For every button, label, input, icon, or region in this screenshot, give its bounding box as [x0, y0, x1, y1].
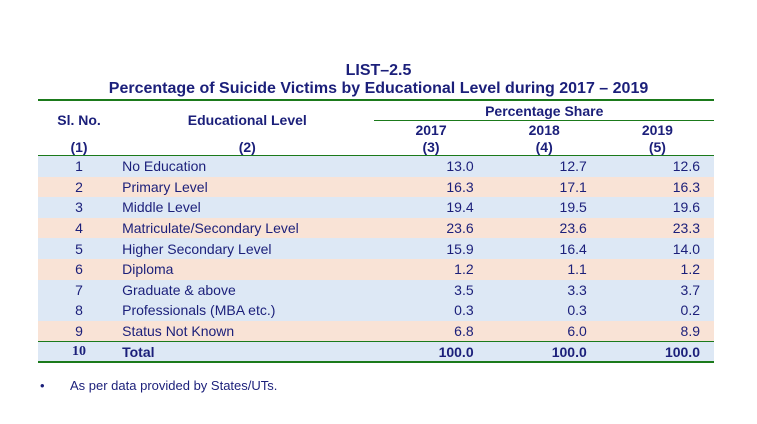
row-value-2018: 23.6 — [487, 217, 601, 239]
row-value-2018: 12.7 — [487, 155, 601, 177]
table-row: 3 Middle Level 19.4 19.5 19.6 — [38, 197, 714, 218]
table-row: 5 Higher Secondary Level 15.9 16.4 14.0 — [38, 238, 714, 259]
row-sl: 2 — [38, 176, 121, 198]
header-year-2018: 2018 — [528, 121, 560, 138]
row-level: Professionals (MBA etc.) — [120, 300, 375, 321]
header-year-2019: 2019 — [641, 121, 673, 138]
row-sl: 1 — [38, 155, 121, 177]
row-sl: 8 — [38, 300, 121, 321]
row-value-2017: 6.8 — [374, 320, 488, 342]
table-row: 8 Professionals (MBA etc.) 0.3 0.3 0.2 — [38, 300, 714, 321]
row-value-2017: 13.0 — [374, 155, 488, 177]
column-number: (3) — [374, 138, 488, 156]
header-sl-no: Sl. No. — [38, 99, 121, 138]
row-value-2019: 14.0 — [600, 238, 714, 259]
row-value-2019: 1.2 — [600, 258, 714, 280]
table-row: 4 Matriculate/Secondary Level 23.6 23.6 … — [38, 217, 714, 239]
table-row: 6 Diploma 1.2 1.1 1.2 — [38, 258, 714, 280]
column-number: (4) — [487, 138, 601, 156]
total-sl: 10 — [38, 341, 121, 364]
row-level: Matriculate/Secondary Level — [120, 217, 375, 239]
total-value-2017: 100.0 — [374, 341, 488, 364]
row-value-2019: 16.3 — [600, 176, 714, 198]
row-value-2018: 6.0 — [487, 320, 601, 342]
row-value-2017: 16.3 — [374, 176, 488, 198]
row-sl: 5 — [38, 238, 121, 259]
row-value-2018: 1.1 — [487, 258, 601, 280]
row-level: Graduate & above — [120, 279, 375, 301]
column-number: (1) — [38, 138, 121, 156]
column-number: (5) — [600, 138, 714, 156]
row-sl: 4 — [38, 217, 121, 239]
row-value-2017: 0.3 — [374, 300, 488, 321]
footnote: • As per data provided by States/UTs. — [40, 378, 277, 393]
row-sl: 7 — [38, 279, 121, 301]
row-value-2017: 3.5 — [374, 279, 488, 301]
footnote-text: As per data provided by States/UTs. — [70, 378, 278, 393]
total-row: 10 Total 100.0 100.0 100.0 — [38, 341, 714, 364]
row-value-2019: 8.9 — [600, 320, 714, 342]
row-level: Higher Secondary Level — [120, 238, 375, 259]
table-row: 9 Status Not Known 6.8 6.0 8.9 — [38, 320, 714, 342]
table-row: 7 Graduate & above 3.5 3.3 3.7 — [38, 279, 714, 301]
row-value-2019: 12.6 — [600, 155, 714, 177]
row-level: Middle Level — [120, 197, 375, 218]
row-value-2017: 19.4 — [374, 197, 488, 218]
row-sl: 3 — [38, 197, 121, 218]
total-label: Total — [120, 341, 375, 364]
row-sl: 9 — [38, 320, 121, 342]
row-level: Primary Level — [120, 176, 375, 198]
header-year-2017: 2017 — [415, 121, 447, 138]
header-percentage-share: Percentage Share — [374, 99, 714, 121]
row-value-2017: 1.2 — [374, 258, 488, 280]
column-number: (2) — [120, 138, 375, 156]
row-value-2017: 15.9 — [374, 238, 488, 259]
row-value-2019: 0.2 — [600, 300, 714, 321]
row-value-2018: 16.4 — [487, 238, 601, 259]
bullet-icon: • — [40, 378, 45, 393]
total-value-2019: 100.0 — [600, 341, 714, 364]
row-level: No Education — [120, 155, 375, 177]
data-table: Sl. No. Educational Level Percentage Sha… — [38, 99, 714, 364]
total-value-2018: 100.0 — [487, 341, 601, 364]
table-row: 2 Primary Level 16.3 17.1 16.3 — [38, 176, 714, 198]
row-value-2018: 19.5 — [487, 197, 601, 218]
row-value-2017: 23.6 — [374, 217, 488, 239]
table-title: Percentage of Suicide Victims by Educati… — [108, 80, 649, 97]
row-sl: 6 — [38, 258, 121, 280]
row-value-2018: 3.3 — [487, 279, 601, 301]
row-value-2019: 3.7 — [600, 279, 714, 301]
row-value-2018: 0.3 — [487, 300, 601, 321]
row-value-2018: 17.1 — [487, 176, 601, 198]
row-level: Status Not Known — [120, 320, 375, 342]
header-educational-level: Educational Level — [120, 99, 375, 138]
row-value-2019: 23.3 — [600, 217, 714, 239]
row-value-2019: 19.6 — [600, 197, 714, 218]
row-level: Diploma — [120, 258, 375, 280]
table-row: 1 No Education 13.0 12.7 12.6 — [38, 155, 714, 177]
list-label: LIST–2.5 — [345, 62, 412, 79]
